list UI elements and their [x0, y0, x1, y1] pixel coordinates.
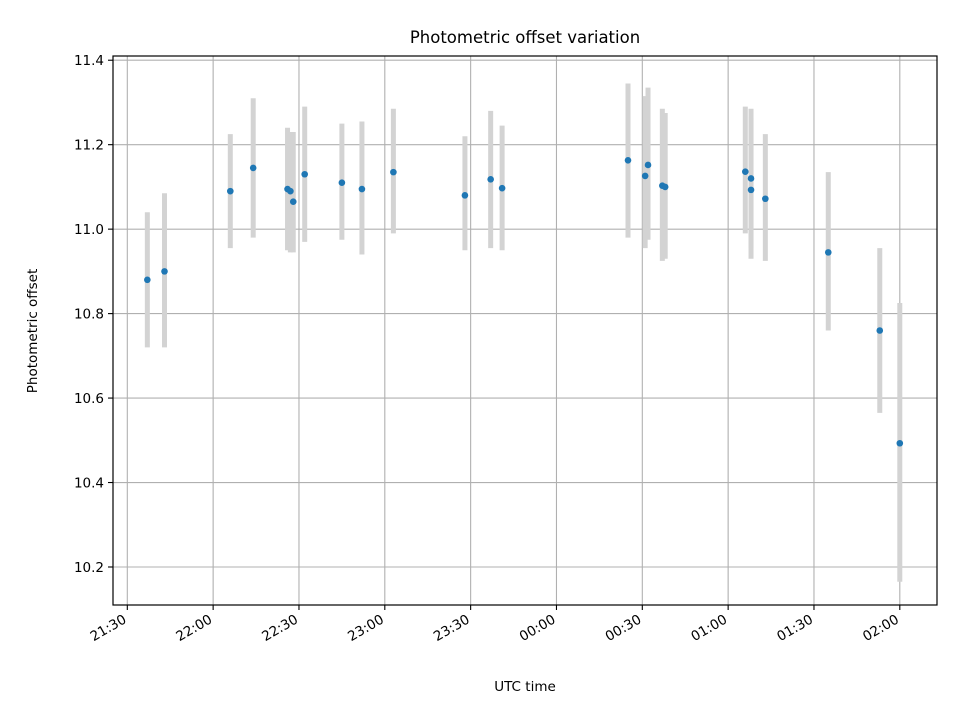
x-tick-label: 02:00	[860, 612, 902, 645]
data-point	[289, 198, 297, 205]
y-tick-label: 11.0	[74, 222, 104, 238]
data-point	[301, 170, 308, 178]
x-tick-label: 22:30	[259, 612, 301, 645]
chart-title: Photometric offset variation	[410, 28, 640, 47]
data-point	[762, 195, 769, 203]
x-tick-label: 00:30	[603, 612, 645, 645]
data-point	[287, 187, 294, 195]
y-tick-label: 10.8	[74, 307, 104, 323]
data-point	[161, 268, 168, 275]
data-point	[144, 276, 151, 284]
data-point	[742, 168, 749, 176]
y-tick-label: 10.4	[74, 476, 104, 492]
data-point	[747, 175, 755, 182]
y-axis-label: Photometric offset	[25, 269, 41, 393]
data-point	[747, 186, 755, 194]
x-tick-label: 21:30	[88, 612, 130, 645]
error-bars	[144, 83, 903, 582]
x-axis-label: UTC time	[494, 679, 556, 695]
plot-area-frame	[112, 55, 938, 606]
data-point	[498, 184, 506, 192]
data-point	[896, 439, 904, 447]
data-point	[661, 183, 669, 191]
data-point	[641, 172, 649, 180]
x-tick-label: 00:00	[517, 612, 559, 645]
data-point	[358, 185, 366, 193]
data-point	[624, 157, 632, 164]
x-tick-label: 01:00	[688, 612, 730, 645]
x-axis-ticks: 21:30 22:00 22:30 23:00 23:30 00:00 00:30 01:00…	[88, 605, 902, 645]
data-point	[249, 164, 257, 172]
data-point	[876, 327, 884, 334]
x-tick-label: 22:00	[173, 612, 215, 645]
data-point	[487, 176, 494, 183]
y-tick-label: 11.2	[74, 138, 104, 154]
data-point	[227, 187, 234, 195]
data-point	[824, 249, 832, 256]
data-point	[644, 161, 652, 169]
y-tick-label: 10.6	[74, 391, 104, 407]
x-tick-label: 23:30	[431, 612, 473, 645]
x-tick-label: 01:30	[774, 612, 816, 645]
y-axis-ticks: 10.2 10.4 10.6 10.8 11.0 11.2 11.4	[74, 53, 113, 576]
grid	[113, 56, 937, 605]
data-points	[144, 157, 904, 447]
data-point	[390, 168, 397, 176]
data-point	[461, 192, 469, 199]
y-tick-label: 11.4	[74, 53, 104, 69]
x-tick-label: 23:00	[345, 612, 387, 645]
y-tick-label: 10.2	[74, 560, 104, 576]
data-point	[338, 179, 346, 186]
